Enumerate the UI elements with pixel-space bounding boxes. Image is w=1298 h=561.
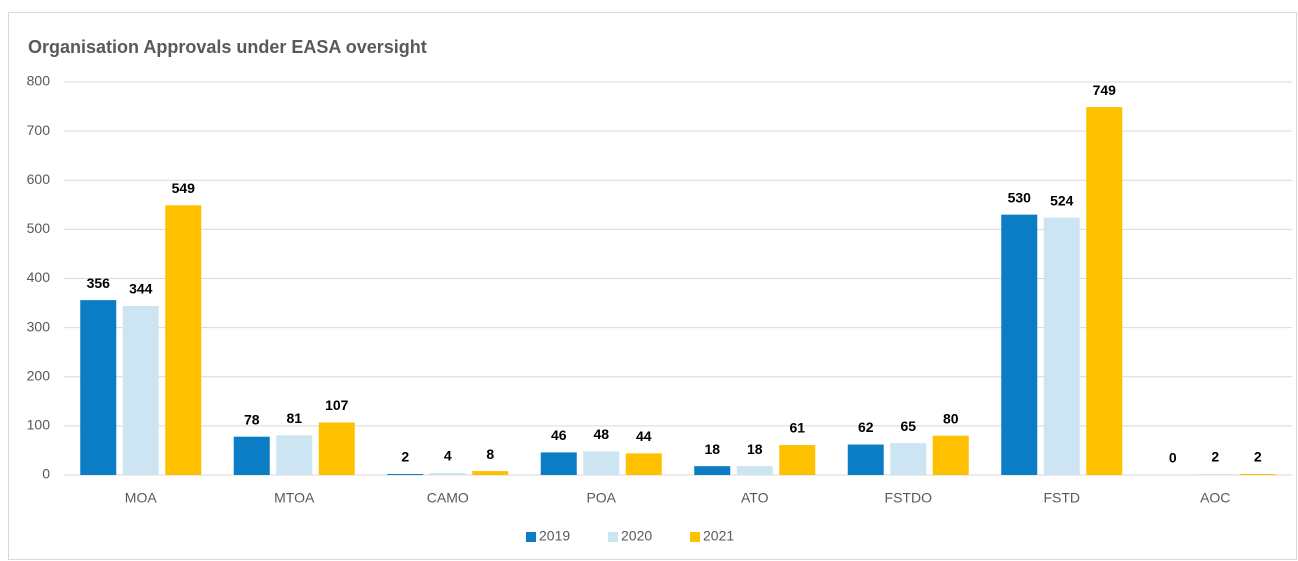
y-tick-label: 700 [27, 122, 51, 138]
x-tick-label: ATO [741, 490, 769, 506]
y-tick-label: 200 [27, 367, 51, 383]
data-label: 549 [172, 180, 196, 196]
data-label: 0 [1169, 450, 1177, 466]
data-label: 344 [129, 281, 153, 297]
bar [387, 474, 424, 475]
bar [1239, 474, 1276, 475]
data-label: 8 [486, 446, 494, 462]
x-tick-label: POA [586, 490, 616, 506]
bar [318, 422, 355, 475]
data-label: 18 [747, 441, 763, 457]
bar [1086, 107, 1123, 476]
bar [847, 444, 884, 475]
data-label: 2 [1211, 449, 1219, 465]
bar [779, 445, 816, 475]
data-label: 356 [87, 275, 111, 291]
bar [583, 451, 620, 475]
x-tick-label: FSTD [1043, 490, 1080, 506]
data-label: 65 [900, 418, 916, 434]
bar [694, 466, 731, 475]
data-label: 78 [244, 411, 260, 427]
data-label: 62 [858, 419, 874, 435]
bar [80, 300, 117, 475]
y-tick-label: 400 [27, 269, 51, 285]
bar [932, 435, 969, 475]
bar [233, 436, 270, 475]
bar [1001, 214, 1038, 475]
bar [625, 453, 662, 475]
data-label: 530 [1008, 189, 1032, 205]
x-tick-label: MTOA [274, 490, 315, 506]
bar [429, 473, 466, 475]
data-label: 81 [286, 410, 302, 426]
chart-title: Organisation Approvals under EASA oversi… [28, 37, 427, 57]
data-label: 749 [1093, 82, 1117, 98]
data-label: 2 [401, 449, 409, 465]
y-tick-label: 0 [42, 466, 50, 482]
data-label: 4 [444, 448, 452, 464]
data-label: 44 [636, 428, 652, 444]
data-label: 61 [789, 420, 805, 436]
y-tick-label: 100 [27, 417, 51, 433]
data-label: 524 [1050, 192, 1074, 208]
y-tick-label: 500 [27, 220, 51, 236]
bar [540, 452, 577, 475]
legend-swatch [526, 532, 536, 542]
legend-label: 2021 [703, 528, 734, 544]
y-tick-label: 800 [27, 73, 51, 89]
data-label: 80 [943, 410, 959, 426]
x-tick-label: MOA [125, 490, 158, 506]
data-label: 107 [325, 397, 349, 413]
data-label: 2 [1254, 449, 1262, 465]
legend-swatch [608, 532, 618, 542]
x-tick-label: CAMO [427, 490, 469, 506]
x-tick-label: FSTDO [885, 490, 933, 506]
x-tick-label: AOC [1200, 490, 1230, 506]
bar [736, 466, 773, 475]
y-tick-label: 300 [27, 318, 51, 334]
bar [276, 435, 313, 475]
bar [890, 443, 927, 475]
bar [1043, 217, 1080, 475]
legend-label: 2020 [621, 528, 652, 544]
legend-swatch [690, 532, 700, 542]
data-label: 18 [704, 441, 720, 457]
bar [165, 205, 202, 475]
data-label: 48 [593, 426, 609, 442]
bar [1197, 474, 1234, 475]
data-label: 46 [551, 427, 567, 443]
y-tick-label: 600 [27, 171, 51, 187]
bar [472, 471, 509, 475]
bar [122, 306, 159, 475]
legend-label: 2019 [539, 528, 570, 544]
